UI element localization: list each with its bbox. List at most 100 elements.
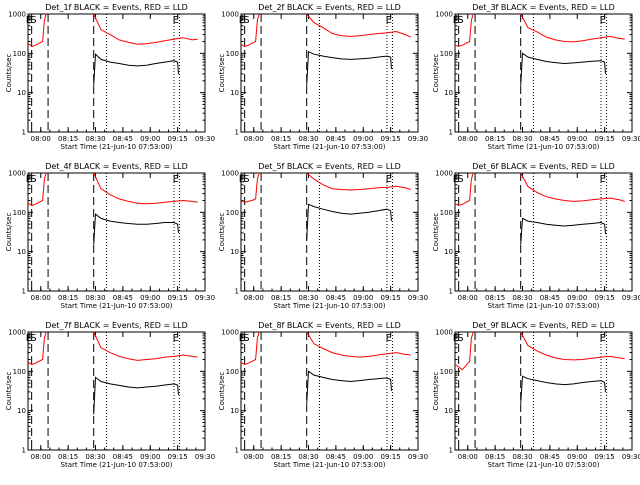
y-axis-label: Counts/sec [432,372,440,411]
series-line [520,52,606,86]
series-line [240,172,260,203]
x-tick-label: 09:15 [381,453,401,461]
series-line [93,376,179,415]
y-tick-label: 10 [444,89,453,97]
y-tick-label: 1000 [8,329,26,337]
x-tick-label: 08:00 [458,135,478,143]
y-tick-label: 10 [17,89,26,97]
series-line [27,331,47,365]
event-marker: E [386,174,392,185]
x-tick-label: 08:00 [244,135,264,143]
plot-title: Det_4f BLACK = Events, RED = LLD [45,162,188,171]
plot-title: Det_6f BLACK = Events, RED = LLD [472,162,615,171]
y-tick-label: 10 [444,248,453,256]
x-tick-label: 08:15 [485,294,505,302]
event-marker: E [453,174,459,185]
x-tick-label: 08:45 [540,453,560,461]
event-marker: S [30,15,36,26]
plot-panel: Det_3f BLACK = Events, RED = LLD 1 10 100 10… [432,3,640,151]
event-marker: E [239,333,245,344]
series-line [454,172,474,206]
x-tick-label: 09:00 [567,135,587,143]
y-axis-label: Counts/sec [5,54,13,93]
x-tick-label: 09:00 [567,453,587,461]
y-tick-label: 10 [230,89,239,97]
y-tick-label: 100 [13,209,26,217]
series-line [93,172,198,205]
x-tick-label: 08:15 [271,453,291,461]
x-tick-label: 08:15 [58,453,78,461]
plot-frame [240,13,419,133]
x-tick-label: 08:45 [540,135,560,143]
plot-frame [454,13,633,133]
x-axis-label: Start Time (21-Jun-10 07:53:00) [61,143,173,151]
x-tick-label: 08:15 [58,294,78,302]
plot-panel: Det_6f BLACK = Events, RED = LLD 1 10 100 10… [432,162,640,310]
series-line [306,370,392,404]
plot-title: Det_8f BLACK = Events, RED = LLD [258,321,401,330]
event-marker: E [453,15,459,26]
series-line [520,331,625,361]
y-tick-label: 1000 [221,329,239,337]
x-tick-label: 08:30 [85,453,105,461]
x-tick-label: 08:45 [113,453,133,461]
x-tick-label: 09:00 [140,135,160,143]
x-tick-label: 08:45 [326,135,346,143]
x-tick-label: 08:30 [512,453,532,461]
y-tick-label: 1 [22,129,26,137]
series-line [240,13,260,47]
x-tick-label: 08:30 [512,294,532,302]
event-marker: S [243,15,249,26]
event-marker: S [457,15,463,26]
y-tick-label: 10 [444,407,453,415]
y-tick-label: 100 [440,368,453,376]
y-axis-label: Counts/sec [432,213,440,252]
x-tick-label: 09:15 [381,135,401,143]
x-tick-label: 08:00 [244,453,264,461]
event-marker: E [173,15,179,26]
plot-panel: Det_1f BLACK = Events, RED = LLD 1 10 100 10… [5,3,215,151]
x-tick-label: 08:00 [31,453,51,461]
y-tick-label: 1000 [221,170,239,178]
event-marker: E [26,15,32,26]
y-tick-label: 100 [13,50,26,58]
x-tick-label: 08:45 [113,135,133,143]
event-marker: E [173,333,179,344]
y-axis-label: Counts/sec [5,213,13,252]
plot-panel: Det_8f BLACK = Events, RED = LLD 1 10 100 10… [218,321,428,469]
plot-frame [240,331,419,451]
event-marker: E [239,15,245,26]
x-tick-label: 09:15 [595,135,615,143]
x-tick-label: 08:15 [271,135,291,143]
x-tick-label: 08:45 [113,294,133,302]
x-tick-label: 08:30 [512,135,532,143]
y-tick-label: 100 [13,368,26,376]
plot-frame [27,331,206,451]
x-tick-label: 09:00 [353,294,373,302]
y-tick-label: 1 [22,288,26,296]
series-line [520,13,625,43]
y-tick-label: 1000 [435,170,453,178]
event-marker: E [600,15,606,26]
x-tick-label: 08:00 [31,294,51,302]
x-tick-label: 09:00 [140,294,160,302]
plot-title: Det_7f BLACK = Events, RED = LLD [45,321,188,330]
x-tick-label: 09:30 [408,453,428,461]
series-line [306,13,411,38]
series-line [93,13,198,45]
y-tick-label: 1000 [8,11,26,19]
x-tick-label: 08:30 [298,294,318,302]
x-axis-label: Start Time (21-Jun-10 07:53:00) [61,302,173,310]
series-line [454,13,474,47]
event-marker: S [243,333,249,344]
series-line [306,331,411,358]
series-line [454,331,474,371]
plot-panel: Det_7f BLACK = Events, RED = LLD 1 10 100 10… [5,321,215,469]
event-marker: E [600,174,606,185]
x-axis-label: Start Time (21-Jun-10 07:53:00) [488,461,600,469]
event-marker: S [457,333,463,344]
x-tick-label: 09:30 [622,453,640,461]
y-tick-label: 1 [235,288,239,296]
event-marker: S [457,174,463,185]
